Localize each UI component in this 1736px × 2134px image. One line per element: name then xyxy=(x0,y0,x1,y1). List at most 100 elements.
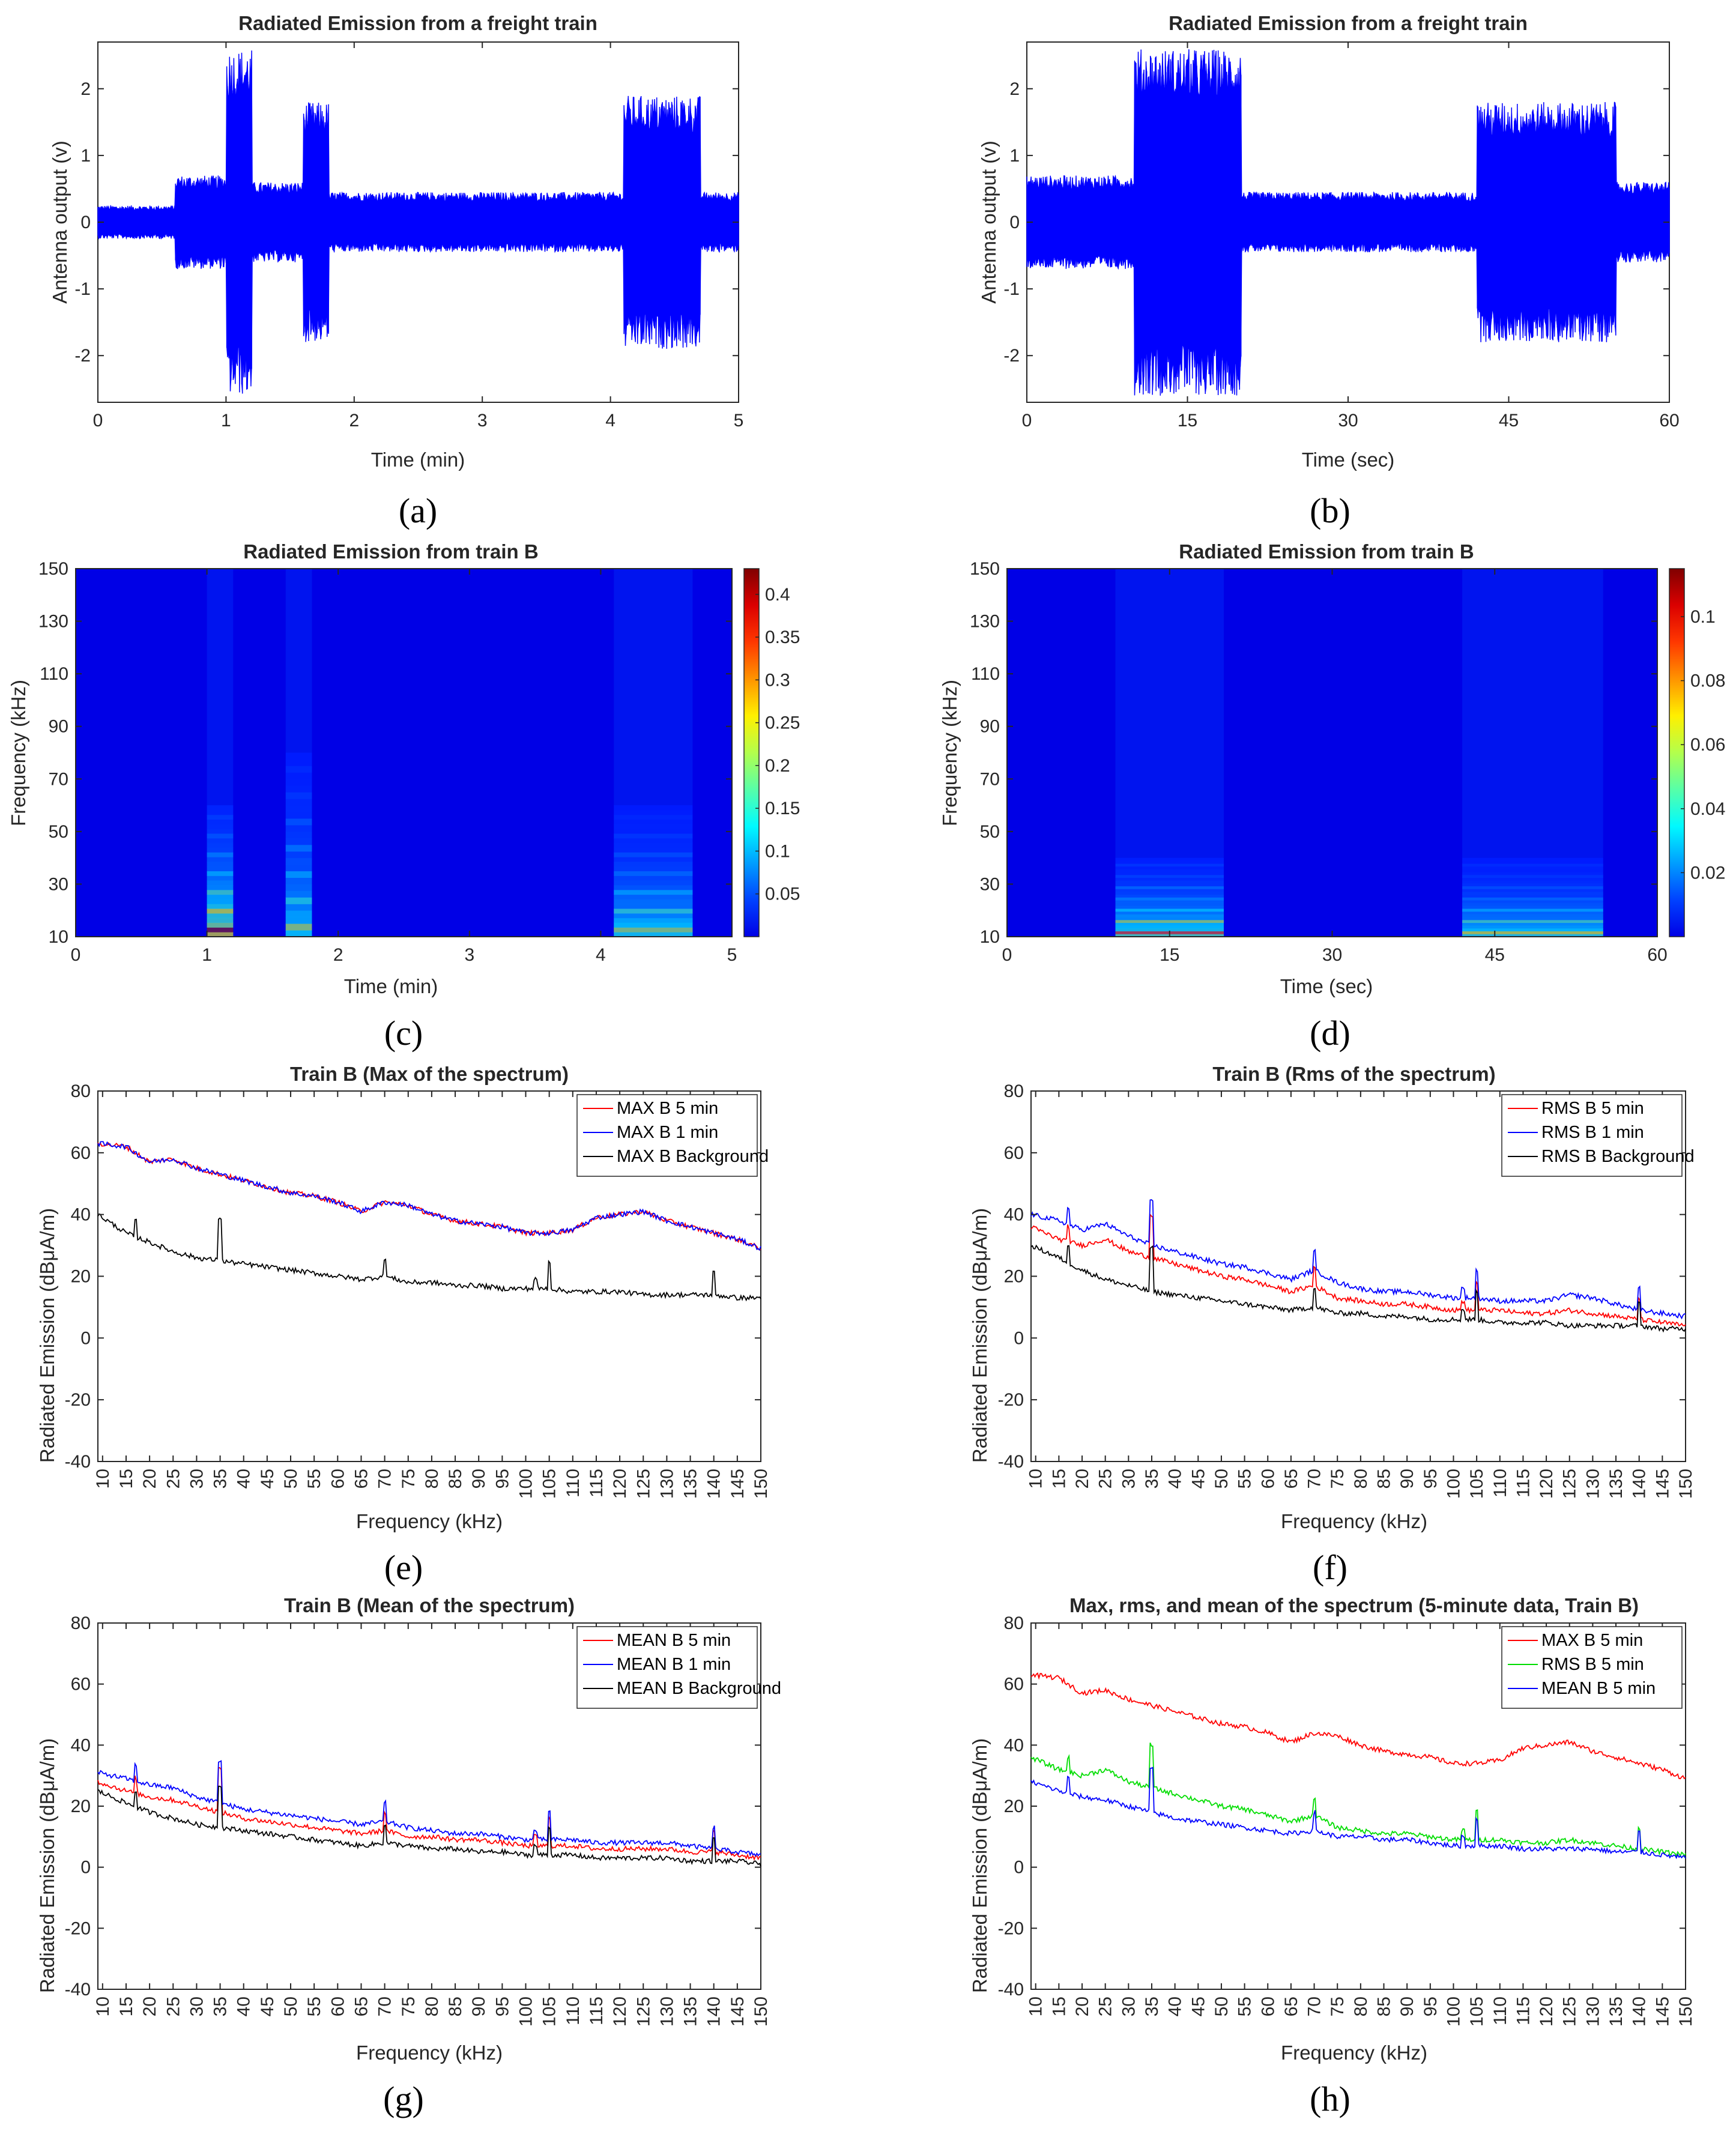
x-tick-label: 95 xyxy=(1421,1469,1441,1489)
x-tick-label: 150 xyxy=(1676,1469,1696,1499)
spectrogram-cell xyxy=(207,861,234,867)
x-tick-label: 120 xyxy=(610,1996,630,2027)
spectrogram-cell xyxy=(207,838,234,844)
x-tick-label: 90 xyxy=(469,1469,489,1489)
spectrogram-cell xyxy=(614,880,693,886)
spectrogram-cell xyxy=(1462,911,1603,914)
spectrogram-cell xyxy=(614,884,693,890)
x-tick-label: 15 xyxy=(116,1469,136,1489)
x-tick-label: 120 xyxy=(1537,1996,1556,2027)
y-tick-label: 0 xyxy=(80,213,91,232)
caption-c: (c) xyxy=(384,1014,423,1053)
legend-label: MAX B 5 min xyxy=(617,1099,718,1118)
x-tick-label: 45 xyxy=(1188,1996,1208,2016)
spectrogram-cell xyxy=(285,812,312,819)
x-tick-label: 100 xyxy=(516,1469,536,1499)
y-axis-label: Antenna output (v) xyxy=(978,141,1000,304)
series-line-2 xyxy=(97,1760,761,1857)
x-tick-label: 115 xyxy=(587,1996,606,2025)
legend-label: MEAN B 5 min xyxy=(1541,1679,1656,1698)
legend-label: MAX B Background xyxy=(617,1147,769,1166)
spectrogram-cell xyxy=(285,864,312,872)
signal-trace xyxy=(97,50,739,394)
spectrogram-cell xyxy=(1462,869,1603,872)
spectrogram-cell xyxy=(614,857,693,862)
spectrogram-cell xyxy=(614,842,693,848)
y-tick-label: -40 xyxy=(998,1452,1024,1472)
colorbar-tick-label: 0.2 xyxy=(765,756,790,776)
x-tick-label: 3 xyxy=(464,945,474,965)
spectrogram-cell xyxy=(285,818,312,826)
x-tick-label: 100 xyxy=(516,1996,536,2027)
spectrogram-cell xyxy=(207,829,234,834)
colorbar-tick-label: 0.4 xyxy=(765,585,790,605)
x-tick-label: 135 xyxy=(1606,1996,1626,2027)
series-line-2 xyxy=(1030,1199,1686,1320)
x-tick-label: 105 xyxy=(1467,1469,1487,1499)
y-tick-label: 2 xyxy=(1009,79,1020,99)
x-tick-label: 70 xyxy=(1305,1469,1325,1489)
spectrogram-cell xyxy=(614,932,693,937)
x-tick-label: 20 xyxy=(140,1996,160,2016)
spectrogram-cell xyxy=(207,889,234,895)
x-tick-label: 40 xyxy=(234,1469,254,1489)
colorbar-tick-label: 0.1 xyxy=(1690,607,1716,627)
spectrogram-cell xyxy=(1115,889,1224,892)
spectrogram-cell xyxy=(1115,877,1224,881)
spectrogram-cell xyxy=(285,838,312,845)
chart-title: Radiated Emission from a freight train xyxy=(1169,12,1528,34)
spectrogram-cell xyxy=(614,805,693,811)
x-tick-label: 50 xyxy=(1212,1996,1232,2016)
x-tick-label: 1 xyxy=(221,411,231,431)
spectrogram-cell xyxy=(1462,872,1603,875)
x-tick-label: 40 xyxy=(1166,1469,1185,1489)
spectrogram-cell xyxy=(1115,866,1224,869)
y-axis-label: Radiated Emission (dBμA/m) xyxy=(36,1208,58,1463)
x-axis-label: Time (sec) xyxy=(1280,975,1373,997)
colorbar-tick-label: 0.15 xyxy=(765,799,800,818)
x-tick-label: 85 xyxy=(1375,1996,1394,2016)
spectrogram-cell xyxy=(207,809,234,815)
x-tick-label: 25 xyxy=(163,1469,183,1489)
legend-label: RMS B Background xyxy=(1541,1147,1695,1166)
x-tick-label: 4 xyxy=(596,945,606,965)
x-tick-label: 105 xyxy=(540,1996,560,2027)
x-tick-label: 0 xyxy=(1022,411,1032,431)
caption-e: (e) xyxy=(384,1548,423,1587)
y-tick-label: 30 xyxy=(49,874,68,894)
x-tick-label: 60 xyxy=(1258,1996,1278,2016)
x-axis-label: Time (sec) xyxy=(1302,449,1395,471)
series-line-2 xyxy=(97,1141,761,1251)
x-tick-label: 100 xyxy=(1444,1469,1463,1499)
x-tick-label: 30 xyxy=(1119,1996,1139,2016)
spectrogram-cell xyxy=(285,752,312,760)
x-tick-label: 110 xyxy=(1490,1996,1510,2025)
x-tick-label: 140 xyxy=(704,1469,724,1499)
spectrogram-cell xyxy=(1462,931,1603,934)
legend-label: RMS B 1 min xyxy=(1541,1123,1644,1142)
spectrogram-cell xyxy=(614,904,693,909)
spectrogram-cell xyxy=(614,847,693,853)
spectrogram-cell xyxy=(1462,919,1603,923)
x-tick-label: 2 xyxy=(349,411,359,431)
spectrogram-cell xyxy=(614,866,693,872)
y-axis-label: Frequency (kHz) xyxy=(7,680,29,826)
spectrogram-cell xyxy=(614,852,693,857)
spectrogram-cell xyxy=(285,917,312,924)
caption-g: (g) xyxy=(383,2079,424,2118)
x-tick-label: 125 xyxy=(634,1469,653,1499)
y-tick-label: 90 xyxy=(980,717,1000,737)
x-tick-label: 55 xyxy=(1235,1469,1255,1489)
x-tick-label: 60 xyxy=(1647,945,1667,965)
spectrogram-cell xyxy=(1462,889,1603,892)
colorbar xyxy=(1669,568,1685,937)
caption-b: (b) xyxy=(1310,491,1350,530)
caption-a: (a) xyxy=(399,491,437,530)
colorbar-tick-label: 0.3 xyxy=(765,670,790,690)
spectrogram-cell xyxy=(285,772,312,779)
spectrogram-cell xyxy=(1115,886,1224,889)
x-tick-label: 0 xyxy=(1002,945,1012,965)
series-line-1 xyxy=(1030,1672,1686,1780)
panel-c-spectrogram-minutes: Radiated Emission from train B Time (min… xyxy=(7,540,800,1053)
y-tick-label: 60 xyxy=(71,1675,91,1694)
